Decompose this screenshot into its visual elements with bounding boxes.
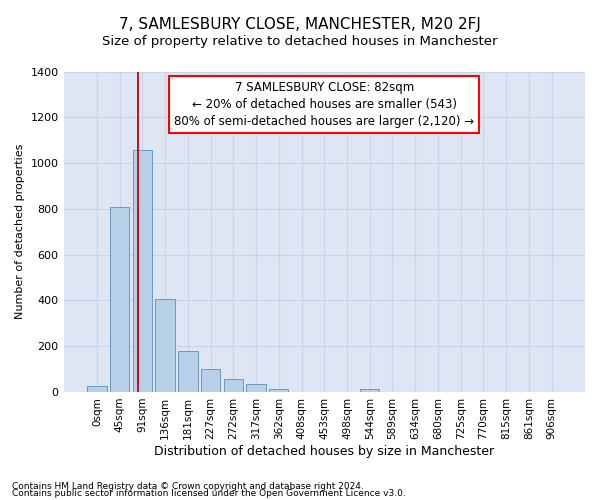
- Bar: [155, 300, 175, 392]
- Text: Contains HM Land Registry data © Crown copyright and database right 2024.: Contains HM Land Registry data © Crown c…: [12, 482, 364, 491]
- X-axis label: Distribution of detached houses by size in Manchester: Distribution of detached houses by size …: [154, 444, 494, 458]
- Bar: [110, 206, 130, 392]
- Bar: [201, 369, 220, 392]
- Text: Size of property relative to detached houses in Manchester: Size of property relative to detached ho…: [102, 35, 498, 48]
- Bar: [224, 380, 243, 392]
- Bar: [87, 386, 107, 392]
- Text: Contains public sector information licensed under the Open Government Licence v3: Contains public sector information licen…: [12, 490, 406, 498]
- Bar: [133, 150, 152, 392]
- Bar: [360, 388, 379, 392]
- Text: 7, SAMLESBURY CLOSE, MANCHESTER, M20 2FJ: 7, SAMLESBURY CLOSE, MANCHESTER, M20 2FJ: [119, 18, 481, 32]
- Bar: [247, 384, 266, 392]
- Bar: [269, 388, 289, 392]
- Text: 7 SAMLESBURY CLOSE: 82sqm
← 20% of detached houses are smaller (543)
80% of semi: 7 SAMLESBURY CLOSE: 82sqm ← 20% of detac…: [174, 81, 475, 128]
- Y-axis label: Number of detached properties: Number of detached properties: [15, 144, 25, 320]
- Bar: [178, 351, 197, 392]
